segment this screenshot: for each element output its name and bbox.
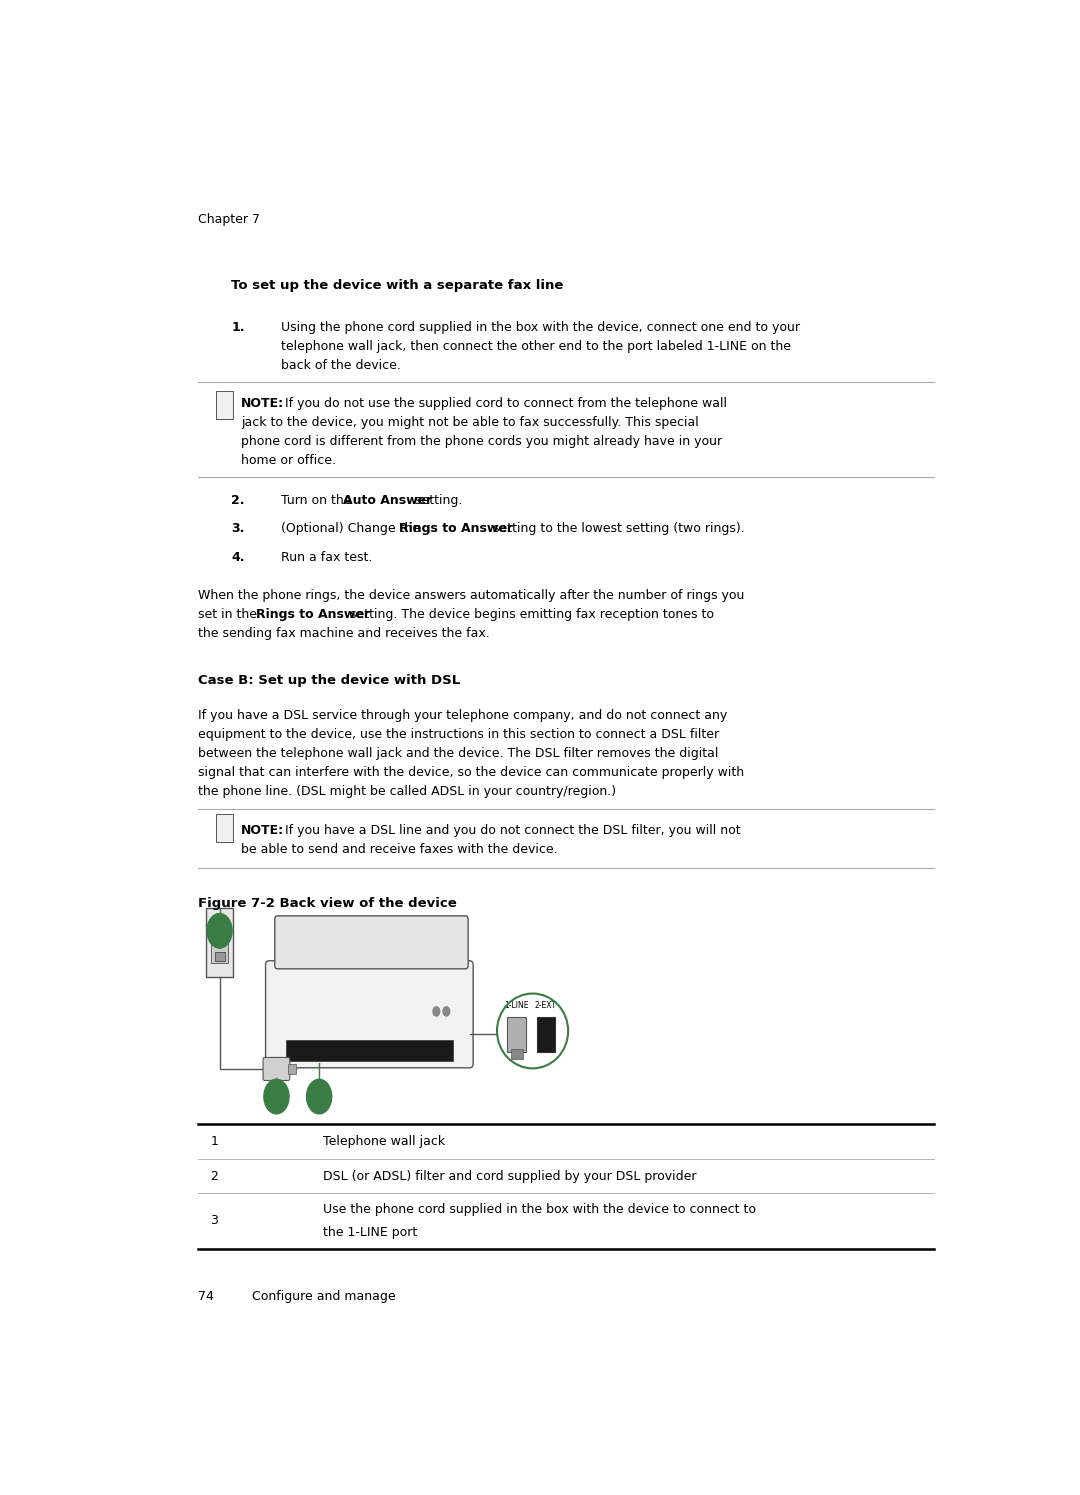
Text: 1.: 1. <box>231 321 245 333</box>
Text: (Optional) Change the: (Optional) Change the <box>282 522 424 535</box>
Text: the phone line. (DSL might be called ADSL in your country/region.): the phone line. (DSL might be called ADS… <box>198 785 616 797</box>
Bar <box>206 907 233 976</box>
Text: NOTE:: NOTE: <box>241 824 284 837</box>
Text: phone cord is different from the phone cords you might already have in your: phone cord is different from the phone c… <box>241 435 723 448</box>
Text: Turn on the: Turn on the <box>282 493 356 507</box>
Bar <box>215 951 225 961</box>
Text: equipment to the device, use the instructions in this section to connect a DSL f: equipment to the device, use the instruc… <box>198 728 719 740</box>
Text: If you have a DSL service through your telephone company, and do not connect any: If you have a DSL service through your t… <box>198 709 727 722</box>
Text: 2: 2 <box>272 1091 281 1102</box>
Text: NOTE:: NOTE: <box>241 398 284 410</box>
Text: Telephone wall jack: Telephone wall jack <box>323 1135 445 1148</box>
Text: setting to the lowest setting (two rings).: setting to the lowest setting (two rings… <box>489 522 745 535</box>
Text: To set up the device with a separate fax line: To set up the device with a separate fax… <box>231 280 564 292</box>
Text: Chapter 7: Chapter 7 <box>198 212 260 226</box>
Text: Auto Answer: Auto Answer <box>342 493 432 507</box>
Text: 3: 3 <box>211 1214 218 1227</box>
Text: telephone wall jack, then connect the other end to the port labeled 1-LINE on th: telephone wall jack, then connect the ot… <box>282 339 792 353</box>
Text: When the phone rings, the device answers automatically after the number of rings: When the phone rings, the device answers… <box>198 589 744 602</box>
Text: signal that can interfere with the device, so the device can communicate properl: signal that can interfere with the devic… <box>198 765 744 779</box>
Circle shape <box>307 1079 332 1114</box>
Text: Case B: Set up the device with DSL: Case B: Set up the device with DSL <box>198 674 460 688</box>
Text: Rings to Answer: Rings to Answer <box>256 608 369 620</box>
Text: the 1-LINE port: the 1-LINE port <box>323 1226 418 1239</box>
Text: Rings to Answer: Rings to Answer <box>399 522 513 535</box>
Text: 2: 2 <box>211 1169 218 1183</box>
Text: 2-EXT: 2-EXT <box>535 1002 557 1011</box>
Text: 1-LINE: 1-LINE <box>504 1002 529 1011</box>
Text: jack to the device, you might not be able to fax successfully. This special: jack to the device, you might not be abl… <box>241 416 699 429</box>
Text: 1: 1 <box>216 925 224 936</box>
Text: If you do not use the supplied cord to connect from the telephone wall: If you do not use the supplied cord to c… <box>285 398 727 410</box>
FancyBboxPatch shape <box>274 916 468 969</box>
Text: Using the phone cord supplied in the box with the device, connect one end to you: Using the phone cord supplied in the box… <box>282 321 800 333</box>
FancyBboxPatch shape <box>216 815 233 842</box>
Text: setting. The device begins emitting fax reception tones to: setting. The device begins emitting fax … <box>346 608 714 620</box>
Text: Figure 7-2 Back view of the device: Figure 7-2 Back view of the device <box>198 897 457 909</box>
Text: 3.: 3. <box>231 522 245 535</box>
Circle shape <box>433 1006 440 1017</box>
Text: Use the phone cord supplied in the box with the device to connect to: Use the phone cord supplied in the box w… <box>323 1203 756 1215</box>
Text: 4.: 4. <box>231 550 245 564</box>
Bar <box>508 1017 526 1051</box>
Text: If you have a DSL line and you do not connect the DSL filter, you will not: If you have a DSL line and you do not co… <box>285 824 741 837</box>
FancyBboxPatch shape <box>264 1057 289 1081</box>
Text: 74: 74 <box>198 1290 214 1304</box>
Bar <box>212 937 228 963</box>
Text: 1: 1 <box>211 1135 218 1148</box>
Bar <box>285 1041 454 1061</box>
Bar <box>288 1064 296 1073</box>
Text: set in the: set in the <box>198 608 260 620</box>
Text: home or office.: home or office. <box>241 454 336 466</box>
Text: between the telephone wall jack and the device. The DSL filter removes the digit: between the telephone wall jack and the … <box>198 746 718 759</box>
Bar <box>511 1049 523 1058</box>
Text: back of the device.: back of the device. <box>282 359 402 372</box>
Circle shape <box>264 1079 289 1114</box>
Text: DSL (or ADSL) filter and cord supplied by your DSL provider: DSL (or ADSL) filter and cord supplied b… <box>323 1169 697 1183</box>
Circle shape <box>443 1006 449 1017</box>
Text: Run a fax test.: Run a fax test. <box>282 550 373 564</box>
Text: the sending fax machine and receives the fax.: the sending fax machine and receives the… <box>198 626 489 640</box>
Bar <box>537 1017 555 1051</box>
Text: setting.: setting. <box>411 493 462 507</box>
Text: 3: 3 <box>315 1091 323 1102</box>
FancyBboxPatch shape <box>216 392 233 419</box>
Text: be able to send and receive faxes with the device.: be able to send and receive faxes with t… <box>241 843 558 857</box>
Text: Configure and manage: Configure and manage <box>253 1290 395 1304</box>
Circle shape <box>207 913 232 948</box>
Text: 2.: 2. <box>231 493 245 507</box>
FancyBboxPatch shape <box>266 961 473 1067</box>
